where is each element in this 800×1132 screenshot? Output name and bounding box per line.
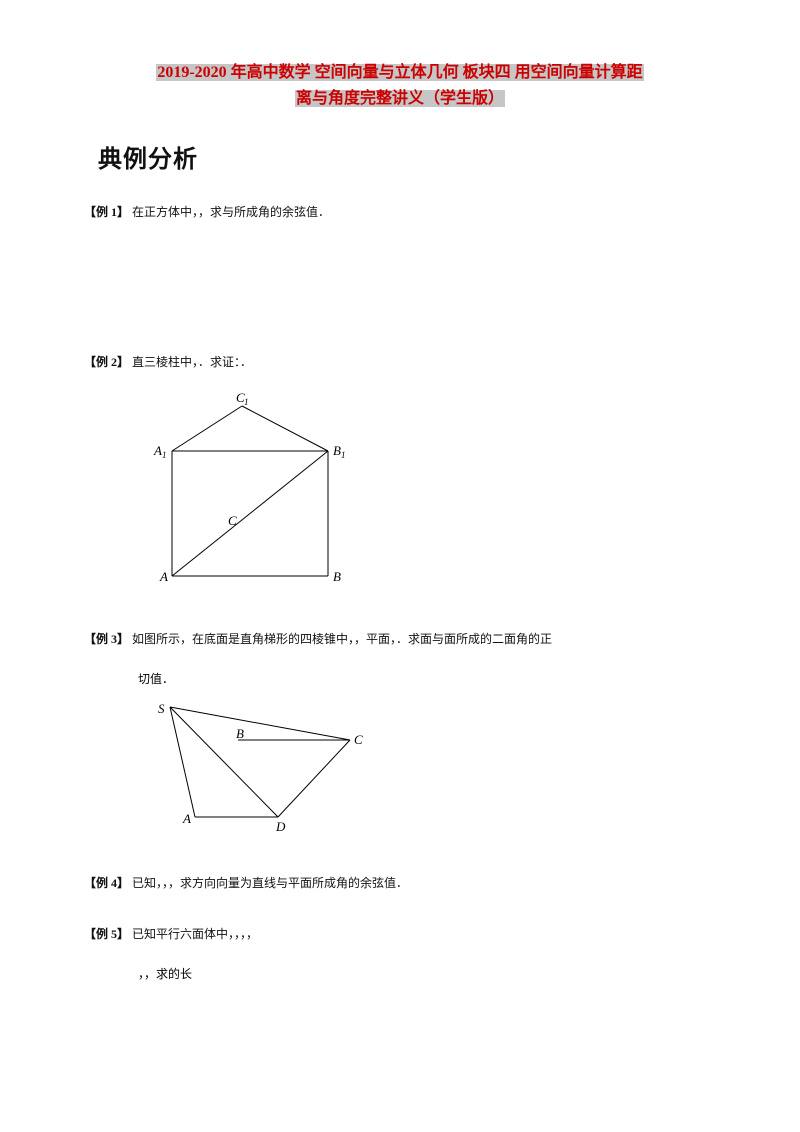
figure-prism: ABCA1B1C1 (150, 391, 720, 591)
svg-text:S: S (158, 701, 165, 716)
example-2-label: 【例 2】 (84, 352, 129, 374)
svg-text:C: C (354, 732, 363, 747)
svg-text:C: C (228, 513, 237, 528)
example-5-text: 已知平行六面体中，，，， (132, 927, 258, 941)
spacer (80, 912, 720, 924)
example-3-label: 【例 3】 (84, 629, 129, 651)
svg-text:1: 1 (162, 450, 167, 460)
spacer (80, 599, 720, 629)
svg-text:B: B (333, 569, 341, 584)
example-2-text: 直三棱柱中，．求证：． (132, 355, 252, 369)
svg-text:A: A (153, 443, 162, 458)
prism-svg: ABCA1B1C1 (150, 391, 370, 591)
example-4-text: 已知，，，求方向向量为直线与平面所成角的余弦值． (132, 876, 408, 890)
svg-text:1: 1 (244, 397, 249, 407)
example-3: 【例 3】 如图所示，在底面是直角梯形的四棱锥中，，平面，．求面与面所成的二面角… (84, 629, 720, 651)
svg-text:A: A (182, 811, 191, 826)
title-line-1: 2019-2020 年高中数学 空间向量与立体几何 板块四 用空间向量计算距 (156, 64, 643, 81)
example-4: 【例 4】 已知，，，求方向向量为直线与平面所成角的余弦值． (84, 873, 720, 895)
example-2: 【例 2】 直三棱柱中，．求证：． (84, 352, 720, 374)
example-1-label: 【例 1】 (84, 202, 129, 224)
pyramid-svg: S A B C D (150, 695, 380, 835)
example-5: 【例 5】 已知平行六面体中，，，， (84, 924, 720, 946)
title-line-2: 离与角度完整讲义（学生版） (295, 90, 505, 107)
example-5-cont: ，，求的长 (138, 964, 720, 986)
svg-text:D: D (275, 819, 286, 834)
spacer (80, 242, 720, 352)
figure-pyramid: S A B C D (150, 695, 720, 835)
section-heading: 典例分析 (98, 139, 720, 174)
svg-text:B: B (333, 443, 341, 458)
example-1-text: 在正方体中，，求与所成角的余弦值． (132, 205, 330, 219)
svg-text:B: B (236, 726, 244, 741)
spacer (80, 843, 720, 873)
example-5-label: 【例 5】 (84, 924, 129, 946)
example-1: 【例 1】 在正方体中，，求与所成角的余弦值． (84, 202, 720, 224)
svg-text:A: A (159, 569, 168, 584)
document-page: 2019-2020 年高中数学 空间向量与立体几何 板块四 用空间向量计算距 离… (0, 0, 800, 1025)
example-4-label: 【例 4】 (84, 873, 129, 895)
svg-text:1: 1 (341, 450, 346, 460)
example-3-cont: 切值． (138, 669, 720, 691)
document-title: 2019-2020 年高中数学 空间向量与立体几何 板块四 用空间向量计算距 离… (80, 60, 720, 111)
example-3-text: 如图所示，在底面是直角梯形的四棱锥中，，平面，．求面与面所成的二面角的正 (132, 632, 552, 646)
